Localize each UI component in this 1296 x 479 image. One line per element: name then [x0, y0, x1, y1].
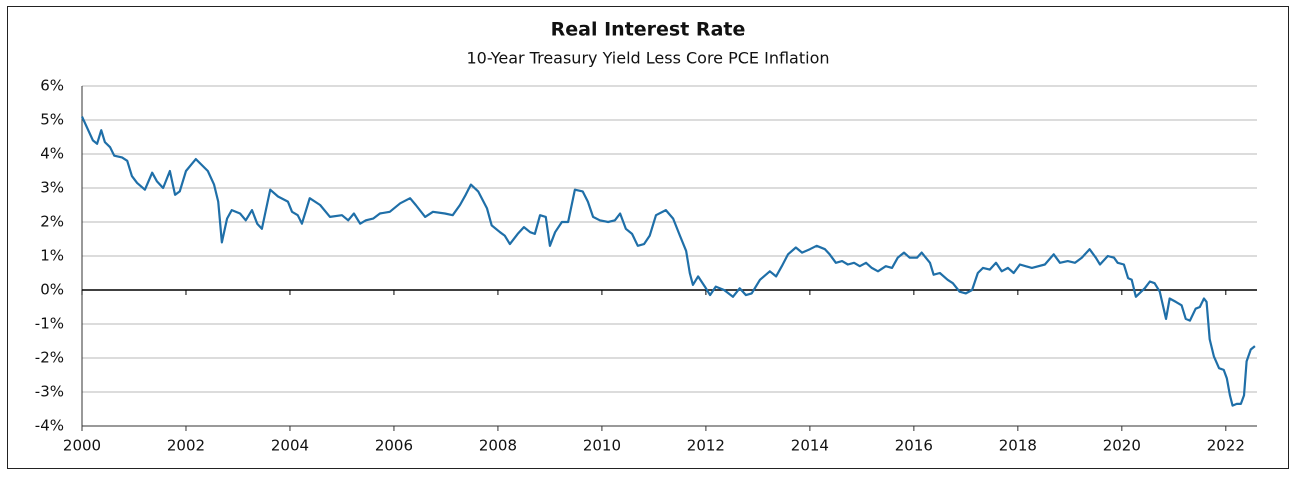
y-tick-label: 1%	[40, 247, 64, 265]
data-line	[81, 116, 1256, 407]
frame	[7, 6, 1289, 469]
y-tick-label: 3%	[40, 179, 64, 197]
chart-title: Real Interest Rate	[551, 19, 746, 41]
y-tick-label: 4%	[40, 145, 64, 163]
x-tick-label: 2014	[791, 437, 829, 455]
x-tick-label: 2016	[895, 437, 933, 455]
x-tick-label: 2010	[583, 437, 621, 455]
x-tick-label: 2022	[1207, 437, 1245, 455]
x-tick-label: 2000	[63, 437, 101, 455]
x-tick-label: 2008	[479, 437, 517, 455]
y-tick-label: -4%	[35, 417, 64, 435]
y-tick-label: 2%	[40, 213, 64, 231]
y-tick-label: -1%	[35, 315, 64, 333]
x-tick-label: 2002	[167, 437, 205, 455]
y-tick-label: -2%	[35, 349, 64, 367]
x-tick-label: 2020	[1103, 437, 1141, 455]
x-tick-label: 2012	[687, 437, 725, 455]
y-tick-label: 0%	[40, 281, 64, 299]
x-tick-label: 2006	[375, 437, 413, 455]
y-tick-label: -3%	[35, 383, 64, 401]
x-tick-label: 2018	[999, 437, 1037, 455]
x-tick-label: 2004	[271, 437, 309, 455]
y-tick-label: 6%	[40, 77, 64, 95]
chart-subtitle: 10-Year Treasury Yield Less Core PCE Inf…	[466, 49, 829, 68]
y-tick-label: 5%	[40, 111, 64, 129]
